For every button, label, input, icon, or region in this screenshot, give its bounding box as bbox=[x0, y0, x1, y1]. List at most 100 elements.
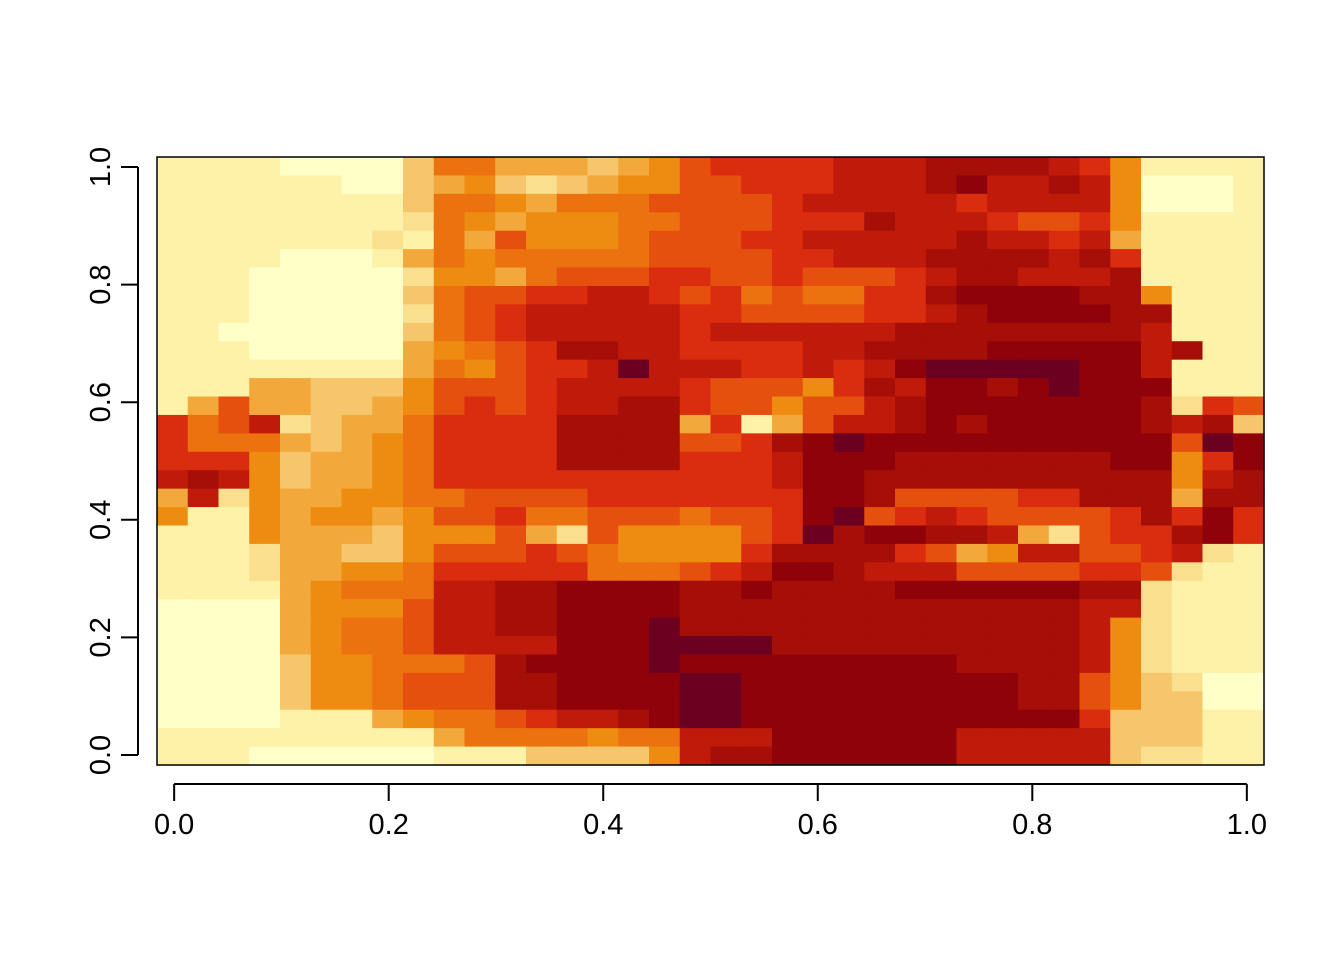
heatmap-cell bbox=[987, 359, 1019, 379]
heatmap-cell bbox=[433, 488, 466, 508]
heatmap-cell bbox=[403, 175, 435, 195]
heatmap-cell bbox=[495, 691, 527, 711]
heatmap-cell bbox=[1110, 507, 1142, 527]
heatmap-cell bbox=[249, 507, 281, 527]
heatmap-cell bbox=[587, 728, 619, 748]
heatmap-cell bbox=[433, 212, 466, 232]
heatmap-cell bbox=[187, 636, 220, 656]
heatmap-cell bbox=[1233, 709, 1265, 729]
heatmap-cell bbox=[649, 580, 681, 600]
heatmap-cell bbox=[864, 157, 896, 177]
heatmap-cell bbox=[218, 580, 250, 600]
heatmap-cell bbox=[310, 267, 343, 287]
heatmap-cell bbox=[464, 507, 496, 527]
heatmap-cell bbox=[1018, 378, 1050, 398]
heatmap-cell bbox=[649, 709, 681, 729]
heatmap-cell bbox=[1048, 230, 1081, 250]
heatmap-cell bbox=[895, 543, 927, 563]
heatmap-cell bbox=[1048, 580, 1081, 600]
heatmap-cell bbox=[464, 654, 496, 674]
heatmap-cell bbox=[741, 562, 773, 582]
heatmap-cell bbox=[710, 617, 742, 637]
heatmap-cell bbox=[956, 285, 988, 305]
heatmap-cell bbox=[618, 175, 650, 195]
heatmap-cell bbox=[895, 728, 927, 748]
heatmap-cell bbox=[741, 193, 773, 213]
heatmap-cell bbox=[280, 488, 312, 508]
heatmap-cell bbox=[956, 691, 988, 711]
heatmap-cell bbox=[495, 451, 527, 471]
heatmap-cell bbox=[618, 507, 650, 527]
heatmap-cell bbox=[1110, 599, 1142, 619]
heatmap-cell bbox=[1048, 746, 1081, 766]
x-tick-label: 0.0 bbox=[154, 809, 194, 841]
heatmap-cell bbox=[741, 691, 773, 711]
heatmap-cell bbox=[895, 451, 927, 471]
heatmap-cell bbox=[1233, 507, 1265, 527]
heatmap-cell bbox=[187, 507, 220, 527]
heatmap-cell bbox=[587, 654, 619, 674]
heatmap-cell bbox=[741, 249, 773, 269]
heatmap-cell bbox=[1048, 396, 1081, 416]
heatmap-cell bbox=[310, 378, 343, 398]
heatmap-cell bbox=[802, 322, 835, 342]
heatmap-cell bbox=[925, 470, 958, 490]
heatmap-cell bbox=[280, 322, 312, 342]
heatmap-cell bbox=[157, 359, 189, 379]
heatmap-cell bbox=[741, 543, 773, 563]
heatmap-cell bbox=[772, 672, 804, 692]
heatmap-cell bbox=[495, 157, 527, 177]
heatmap-cell bbox=[741, 341, 773, 361]
heatmap-cell bbox=[372, 470, 404, 490]
x-tick-label: 0.8 bbox=[1012, 809, 1052, 841]
heatmap-cell bbox=[249, 433, 281, 453]
heatmap-cell bbox=[218, 636, 250, 656]
heatmap-cell bbox=[802, 672, 835, 692]
heatmap-cell bbox=[710, 193, 742, 213]
heatmap-cell bbox=[280, 193, 312, 213]
heatmap-cell bbox=[187, 617, 220, 637]
heatmap-cell bbox=[802, 580, 835, 600]
heatmap-cell bbox=[1233, 599, 1265, 619]
heatmap-cell bbox=[556, 709, 589, 729]
heatmap-cell bbox=[802, 507, 835, 527]
heatmap-cell bbox=[649, 267, 681, 287]
heatmap-cell bbox=[587, 193, 619, 213]
heatmap-cell bbox=[1171, 230, 1204, 250]
heatmap-cell bbox=[464, 193, 496, 213]
heatmap-cell bbox=[864, 525, 896, 545]
heatmap-cell bbox=[341, 451, 373, 471]
heatmap-cell bbox=[1110, 562, 1142, 582]
heatmap-cell bbox=[925, 580, 958, 600]
heatmap-cell bbox=[187, 230, 220, 250]
heatmap-cell bbox=[1048, 709, 1081, 729]
heatmap-cell bbox=[1171, 507, 1204, 527]
heatmap-cell bbox=[802, 728, 835, 748]
heatmap-cell bbox=[710, 341, 742, 361]
heatmap-cell bbox=[1141, 230, 1173, 250]
heatmap-cell bbox=[157, 672, 189, 692]
heatmap-cell bbox=[833, 212, 865, 232]
heatmap-cell bbox=[1202, 654, 1234, 674]
heatmap-cell bbox=[403, 378, 435, 398]
heatmap-cell bbox=[310, 507, 343, 527]
heatmap-cell bbox=[802, 212, 835, 232]
heatmap-cell bbox=[526, 562, 558, 582]
heatmap-cell bbox=[679, 157, 712, 177]
heatmap-cell bbox=[987, 543, 1019, 563]
y-tick-label: 1.0 bbox=[85, 147, 117, 187]
heatmap-cell bbox=[310, 157, 343, 177]
heatmap-cell bbox=[403, 599, 435, 619]
heatmap-cell bbox=[1110, 359, 1142, 379]
heatmap-cell bbox=[864, 230, 896, 250]
heatmap-cell bbox=[956, 562, 988, 582]
heatmap-cell bbox=[587, 359, 619, 379]
heatmap-cell bbox=[1171, 341, 1204, 361]
heatmap-cell bbox=[403, 746, 435, 766]
heatmap-cell bbox=[956, 414, 988, 434]
heatmap-cell bbox=[587, 543, 619, 563]
heatmap-cell bbox=[772, 414, 804, 434]
heatmap-cell bbox=[1141, 396, 1173, 416]
heatmap-cell bbox=[772, 359, 804, 379]
heatmap-cell bbox=[157, 285, 189, 305]
